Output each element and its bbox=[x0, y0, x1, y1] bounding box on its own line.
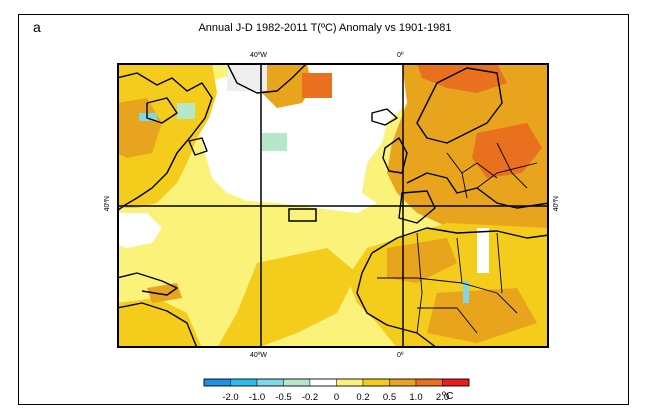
border-africa-1 bbox=[416, 232, 423, 334]
anomaly-cyan-patch-1 bbox=[139, 113, 157, 121]
map-border bbox=[117, 63, 549, 348]
anomaly-south-america bbox=[117, 298, 202, 348]
coast-north-america bbox=[117, 72, 213, 212]
legend-label: 0 bbox=[333, 392, 340, 403]
legend-label: 0.2 bbox=[356, 392, 370, 403]
anomaly-green-patch bbox=[262, 133, 287, 151]
coast-labrador bbox=[146, 97, 178, 124]
coast-europe bbox=[406, 172, 549, 209]
panel-label: a bbox=[33, 19, 41, 35]
anomaly-atlantic-warm bbox=[217, 248, 357, 348]
top-tick-0: 0º bbox=[397, 52, 404, 59]
coast-south-america bbox=[117, 302, 198, 348]
legend-label: -0.5 bbox=[275, 392, 292, 403]
legend-label: -1.0 bbox=[248, 392, 266, 403]
coast-greenland bbox=[226, 63, 308, 94]
top-tick-40w: 40ºW bbox=[250, 52, 267, 59]
border-africa-4 bbox=[496, 232, 503, 294]
border-europe-2 bbox=[461, 172, 468, 199]
border-europe-1 bbox=[446, 152, 498, 179]
border-africa-5 bbox=[417, 307, 478, 334]
coast-iceland bbox=[371, 108, 398, 126]
anomaly-cyan-streak bbox=[463, 281, 469, 303]
legend-label: 1.0 bbox=[409, 392, 423, 403]
anomaly-eastern-europe bbox=[472, 123, 542, 178]
anomaly-white-ocean-west bbox=[117, 213, 162, 248]
anomaly-orange-box bbox=[302, 73, 332, 98]
border-africa-3 bbox=[377, 277, 463, 284]
azores-box bbox=[288, 208, 317, 222]
legend-label: 2.0 bbox=[435, 392, 450, 403]
anomaly-white-patch bbox=[477, 228, 489, 273]
anomaly-sahara-orange bbox=[387, 238, 457, 283]
coast-iberia bbox=[398, 190, 436, 224]
coast-scandinavia bbox=[416, 67, 503, 144]
bottom-tick-0: 0º bbox=[397, 352, 404, 359]
right-tick-40n: 40ºN bbox=[553, 196, 560, 212]
anomaly-greenland-white bbox=[227, 63, 267, 91]
coast-north-africa bbox=[371, 227, 549, 254]
coast-newfoundland bbox=[188, 137, 208, 156]
border-europe-4 bbox=[476, 162, 538, 189]
legend-label: 0.5 bbox=[382, 392, 397, 403]
anomaly-map bbox=[117, 63, 549, 348]
coast-british-isles bbox=[382, 137, 408, 174]
border-europe-3 bbox=[496, 142, 528, 189]
anomaly-cyan-patch-2 bbox=[177, 103, 195, 119]
coast-caribbean bbox=[117, 272, 178, 296]
legend-label: -2.0 bbox=[222, 392, 239, 403]
anomaly-greenland bbox=[262, 63, 312, 108]
legend-unit: ºC bbox=[442, 390, 454, 402]
anomaly-white-ocean bbox=[197, 63, 407, 213]
left-tick-40n: 40ºN bbox=[104, 196, 111, 212]
anomaly-caribbean-orange bbox=[147, 283, 182, 303]
legend-label: -0.2 bbox=[301, 392, 319, 403]
border-africa-2 bbox=[456, 237, 518, 314]
anomaly-sahel-orange bbox=[427, 288, 537, 343]
anomaly-europe bbox=[387, 63, 549, 243]
bottom-tick-40w: 40ºW bbox=[250, 352, 267, 359]
figure-title: Annual J-D 1982-2011 T(ºC) Anomaly vs 19… bbox=[198, 22, 452, 34]
